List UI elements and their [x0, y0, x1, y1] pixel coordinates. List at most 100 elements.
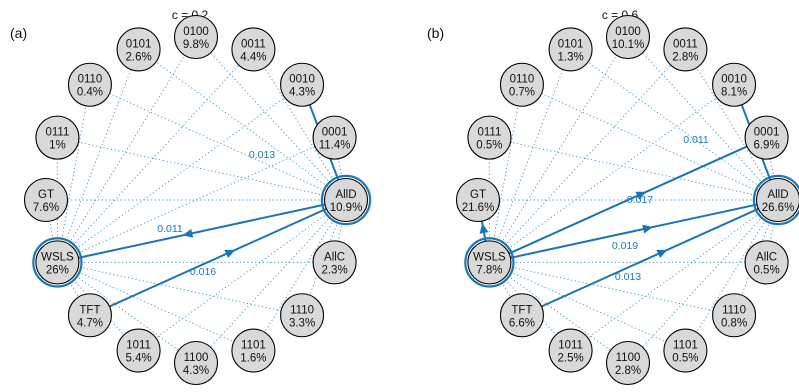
highlight-ring	[32, 237, 83, 288]
strategy-name: AllC	[756, 251, 777, 263]
dotted-link	[253, 49, 347, 201]
arrowhead-icon	[224, 249, 236, 259]
node-circle	[231, 27, 276, 72]
node-circle	[548, 328, 593, 373]
node-circle	[467, 240, 512, 285]
strategy-name: 0011	[673, 38, 698, 50]
strategy-name: 0001	[754, 127, 780, 139]
strategy-name: AllD	[335, 189, 356, 201]
strategy-share: 0.5%	[672, 353, 698, 365]
transition-rate: 0.013	[615, 271, 641, 283]
strategy-share: 4.3%	[183, 365, 209, 377]
node-circle	[231, 328, 276, 373]
node-circle	[712, 293, 757, 338]
node-circle	[712, 62, 757, 107]
dotted-link	[253, 199, 347, 351]
node-circle	[23, 177, 69, 223]
node-circle	[755, 177, 799, 223]
strategy-name: TFT	[79, 304, 100, 316]
node-circle	[116, 27, 161, 72]
transition-rate: 0.011	[157, 223, 183, 235]
transition-line	[489, 136, 767, 264]
dotted-link	[489, 36, 629, 263]
highlight-ring	[752, 174, 799, 226]
strategy-share: 1.6%	[240, 353, 266, 365]
node-circle	[312, 115, 357, 160]
strategy-share: 10.9%	[330, 202, 363, 214]
strategy-name: 1110	[722, 304, 746, 316]
strategy-name: 0110	[510, 74, 535, 86]
arrowhead-icon	[182, 228, 194, 238]
strategy-share: 4.3%	[289, 87, 315, 99]
strategy-share: 0.4%	[77, 87, 103, 99]
panel-b: (b)c = 0.60.0110.0170.0160.0190.01301001…	[427, 8, 799, 386]
dotted-link	[57, 84, 303, 263]
strategy-name: 0001	[322, 127, 348, 139]
arrowhead-icon	[479, 223, 489, 234]
strategy-name: WSLS	[473, 251, 506, 263]
panel-label: (b)	[427, 25, 444, 41]
dotted-link	[138, 199, 347, 351]
strategy-name: 0010	[289, 74, 315, 86]
node-circle	[499, 293, 544, 338]
invasion-links	[45, 36, 347, 364]
dotted-link	[627, 36, 779, 201]
strategy-share: 7.6%	[33, 202, 59, 214]
dotted-link	[685, 199, 779, 351]
strategy-share: 0.7%	[509, 87, 535, 99]
highlight-ring	[320, 174, 372, 226]
strategy-share: 2.3%	[321, 264, 347, 276]
strategy-name: 0101	[126, 38, 152, 50]
dotted-link	[489, 84, 735, 263]
strategy-node-gt: GT7.6%	[23, 177, 69, 223]
node-circle	[323, 177, 369, 223]
node-circle	[173, 340, 219, 386]
node-circle	[744, 115, 789, 160]
node-circle	[744, 240, 789, 285]
strategy-share: 2.8%	[672, 51, 698, 63]
strategy-share: 3.3%	[289, 317, 315, 329]
strategy-name: GT	[38, 189, 54, 201]
strategy-name: 0110	[78, 74, 103, 86]
strategy-name: 0111	[45, 127, 69, 139]
dotted-link	[57, 36, 197, 263]
strategy-name: 0111	[477, 127, 501, 139]
strategy-name: 0101	[558, 38, 584, 50]
panel-label: (a)	[10, 25, 27, 41]
strategy-share: 6.6%	[509, 317, 535, 329]
strategy-name: AllD	[767, 189, 788, 201]
dotted-link	[489, 261, 686, 352]
strategy-share: 2.6%	[125, 51, 151, 63]
strategy-name: 1011	[126, 340, 151, 352]
node-circle	[280, 293, 325, 338]
highlight-ring	[464, 237, 515, 288]
transition-rate: 0.011	[683, 134, 709, 146]
node-circle	[35, 240, 80, 285]
node-circle	[67, 293, 112, 338]
arrowhead-icon	[642, 224, 654, 234]
